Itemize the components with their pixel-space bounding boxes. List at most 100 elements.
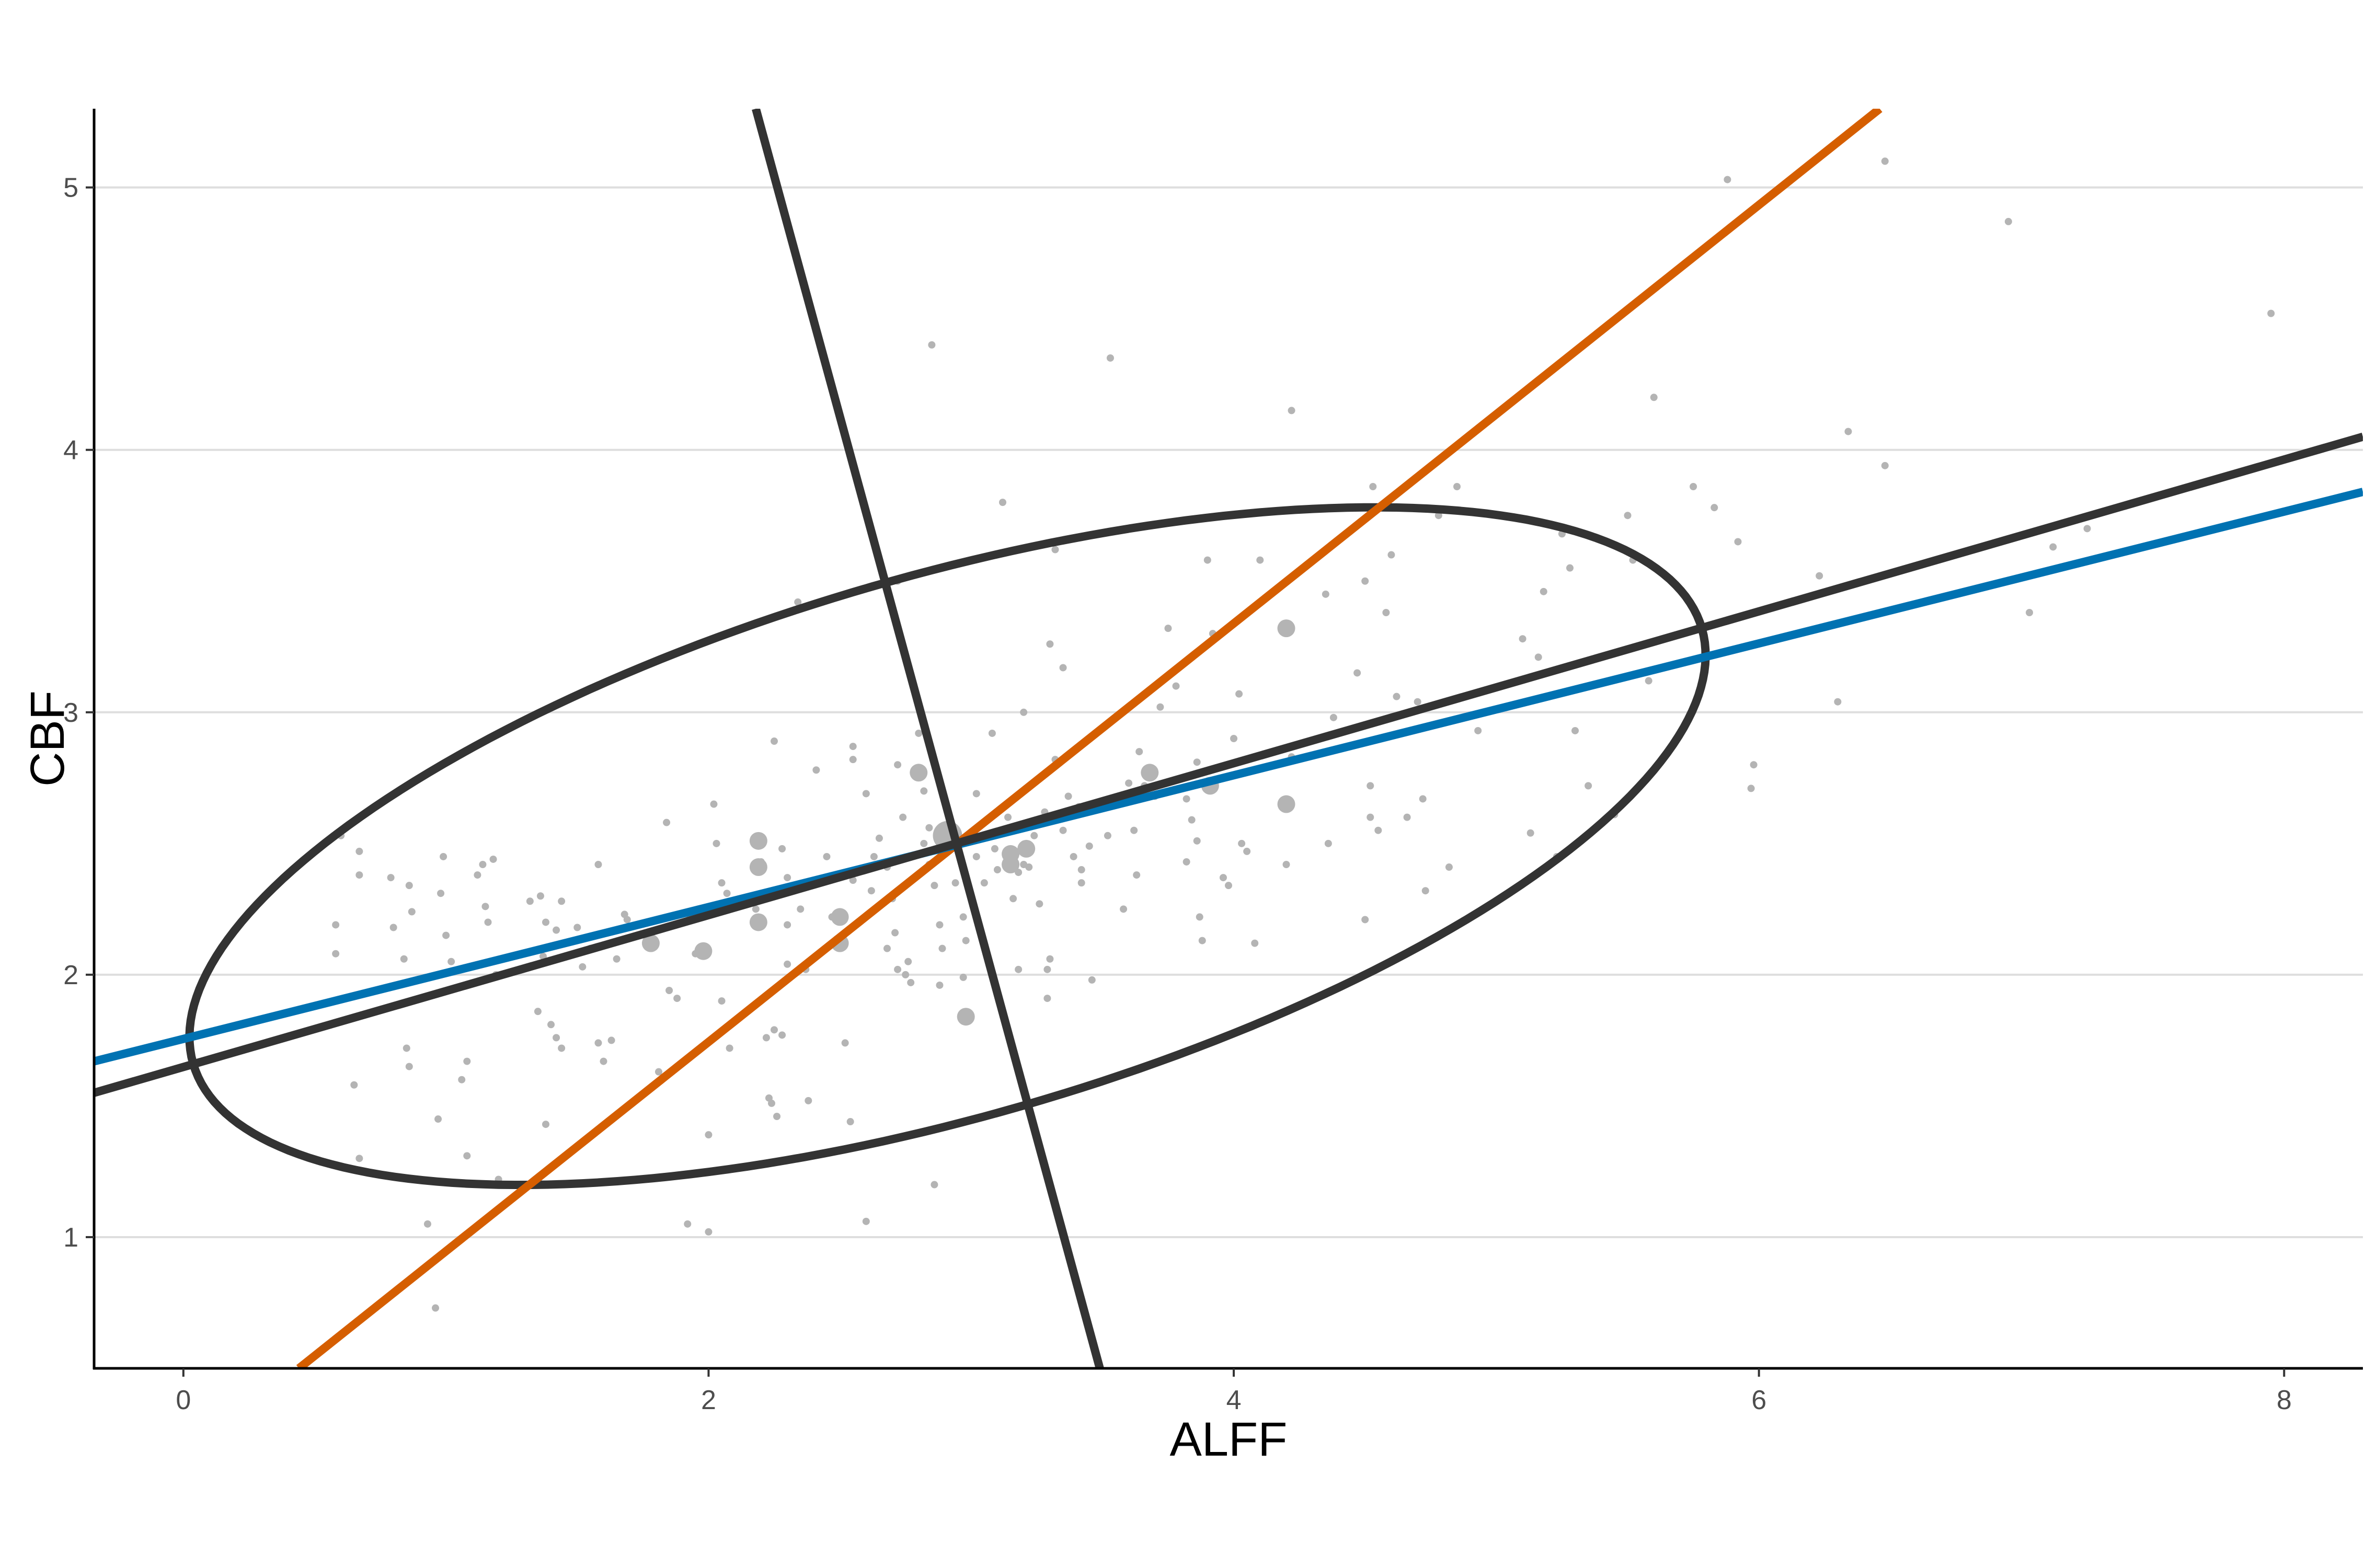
- y-tick-label: 1: [63, 1223, 78, 1253]
- data-point: [805, 1097, 812, 1104]
- data-point: [1225, 882, 1232, 890]
- data-point: [718, 997, 726, 1005]
- data-point: [773, 1113, 781, 1120]
- orange-line: [296, 109, 1882, 1368]
- data-point: [723, 890, 731, 897]
- data-point: [993, 866, 1001, 874]
- data-point: [1198, 937, 1206, 944]
- data-point: [1650, 394, 1658, 401]
- data-point: [849, 756, 857, 764]
- data-point: [1526, 829, 1534, 837]
- data-point: [442, 931, 450, 939]
- data-point: [1059, 664, 1067, 672]
- data-point: [1203, 556, 1211, 564]
- data-point: [694, 942, 713, 960]
- data-point: [1235, 690, 1243, 698]
- data-point: [594, 1039, 602, 1047]
- data-point: [403, 1044, 410, 1052]
- data-point: [440, 852, 447, 860]
- data-point: [749, 913, 767, 931]
- data-point: [355, 1155, 363, 1162]
- data-point: [1141, 764, 1159, 782]
- data-point: [1104, 832, 1111, 839]
- data-point: [988, 729, 996, 737]
- data-point: [1120, 905, 1128, 913]
- data-point: [1624, 512, 1632, 520]
- data-point: [1070, 852, 1077, 860]
- data-point: [437, 890, 445, 897]
- data-point: [1710, 504, 1718, 512]
- data-point: [1043, 965, 1051, 973]
- data-point: [489, 855, 497, 863]
- data-point: [1017, 839, 1036, 858]
- data-point: [907, 978, 915, 986]
- data-point: [883, 944, 891, 952]
- data-point: [405, 1063, 413, 1070]
- data-point: [613, 955, 621, 963]
- data-point: [713, 839, 720, 847]
- data-point: [350, 1081, 358, 1089]
- data-point: [481, 903, 489, 910]
- data-point: [1474, 727, 1482, 734]
- data-point: [999, 499, 1007, 506]
- data-point: [1088, 976, 1096, 984]
- data-point: [1419, 795, 1427, 803]
- data-point: [594, 861, 602, 868]
- data-point: [1566, 564, 1574, 572]
- data-point: [665, 987, 673, 994]
- data-point: [1324, 839, 1332, 847]
- y-tick-label: 3: [63, 698, 78, 728]
- data-point: [1645, 677, 1652, 685]
- data-point: [1329, 713, 1337, 721]
- data-point: [432, 1304, 440, 1312]
- data-point: [784, 921, 791, 929]
- data-point: [1434, 512, 1442, 520]
- data-point: [1133, 871, 1141, 879]
- data-point: [1387, 551, 1395, 559]
- data-point: [1009, 895, 1017, 903]
- data-point: [1277, 795, 1295, 813]
- data-point: [1036, 900, 1043, 908]
- data-point: [1106, 354, 1114, 362]
- data-point: [408, 908, 416, 916]
- data-point: [447, 958, 455, 965]
- data-point: [474, 871, 481, 879]
- blue-line: [94, 488, 2363, 1066]
- data-point: [972, 790, 980, 798]
- data-point: [607, 1036, 615, 1044]
- data-point: [931, 1181, 938, 1189]
- data-point: [867, 887, 875, 895]
- data-point: [684, 1220, 692, 1228]
- data-point: [542, 918, 549, 926]
- data-point: [875, 834, 883, 842]
- data-point: [1844, 428, 1852, 435]
- data-point: [2083, 525, 2091, 533]
- data-point: [823, 852, 831, 860]
- data-point: [1077, 866, 1085, 874]
- data-point: [663, 818, 671, 826]
- data-point: [1046, 955, 1054, 963]
- axes: [86, 109, 2363, 1377]
- data-point: [1004, 813, 1012, 821]
- data-point: [972, 852, 980, 860]
- x-tick-label: 6: [1751, 1385, 1766, 1415]
- data-point: [1881, 157, 1889, 165]
- data-point: [641, 934, 660, 952]
- data-point: [558, 1044, 566, 1052]
- data-point: [849, 743, 857, 751]
- data-point: [1188, 816, 1196, 824]
- x-tick-label: 8: [2277, 1385, 2292, 1415]
- data-point: [553, 926, 560, 934]
- data-point: [332, 921, 340, 929]
- data-point: [1230, 735, 1238, 742]
- data-point: [904, 958, 912, 965]
- data-point: [1002, 856, 1020, 873]
- data-point: [1453, 483, 1461, 490]
- data-point: [1182, 795, 1190, 803]
- data-point: [1369, 483, 1377, 490]
- data-point: [536, 892, 544, 900]
- data-point: [1277, 619, 1295, 638]
- data-point: [1690, 483, 1697, 490]
- data-point: [710, 800, 718, 808]
- data-point: [846, 1118, 854, 1126]
